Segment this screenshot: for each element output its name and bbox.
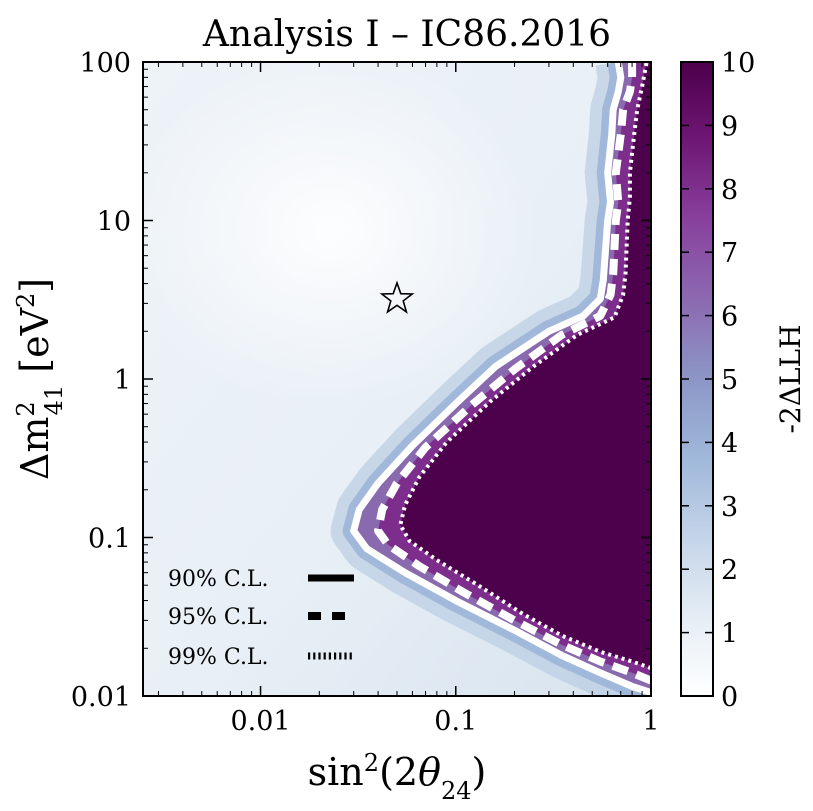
x-tick-label: 0.1: [434, 706, 477, 737]
x-axis: 0.01 0.1 1: [157, 62, 660, 737]
colorbar-tick-label: 0: [721, 682, 738, 713]
contour-solid: [350, 62, 651, 696]
colorbar-tick-label: 9: [721, 111, 738, 142]
best-fit-star: [379, 280, 415, 314]
legend-label: 99% C.L.: [168, 645, 269, 670]
legend-label: 95% C.L.: [168, 605, 269, 630]
colorbar-tick-label: 6: [721, 302, 738, 333]
low-llh-region: [143, 62, 540, 410]
legend: 90% C.L. 95% C.L. 99% C.L.: [168, 567, 354, 670]
x-axis-label: sin2(2θ24): [308, 749, 487, 805]
llh-band-core: [400, 62, 651, 669]
colorbar-tick-label: 5: [721, 365, 738, 396]
colorbar-tick-label: 2: [721, 555, 738, 586]
colorbar-tick-label: 10: [721, 48, 755, 79]
best-fit-marker: [379, 280, 415, 314]
contours: [350, 62, 651, 696]
y-tick-label: 1: [114, 365, 131, 396]
contour-dotted: [398, 62, 651, 670]
y-axis-label: Δm241 [eV2]: [12, 278, 68, 480]
colorbar-tick-label: 8: [721, 175, 738, 206]
y-tick-label: 100: [79, 48, 131, 79]
colorbar-label: -2ΔLLH: [774, 324, 807, 433]
colorbar-tick-label: 3: [721, 492, 738, 523]
x-tick-label: 1: [642, 706, 659, 737]
y-tick-label: 0.01: [71, 682, 131, 713]
legend-label: 90% C.L.: [168, 567, 269, 592]
colorbar-tick-label: 7: [721, 238, 738, 269]
colorbar-ticks: 0 1 2 3 4 5 6 7 8 9 10: [681, 48, 755, 713]
x-tick-label: 0.01: [230, 706, 290, 737]
colorbar-tick-label: 4: [721, 428, 738, 459]
y-tick-label: 10: [97, 207, 131, 238]
colorbar-tick-label: 1: [721, 619, 738, 650]
y-tick-label: 0.1: [88, 524, 131, 555]
y-axis: 0.01 0.1 1 10 100: [71, 48, 651, 713]
chart-title: Analysis I – IC86.2016: [202, 14, 611, 55]
contour-dashed: [374, 62, 651, 685]
plot-area: [143, 62, 651, 696]
